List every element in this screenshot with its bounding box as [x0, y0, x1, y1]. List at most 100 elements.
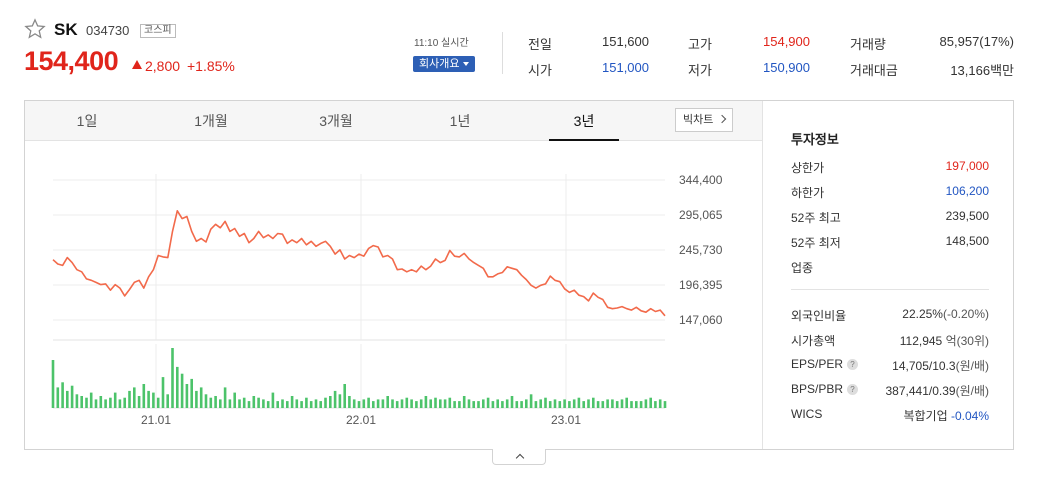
volume-bar — [395, 401, 399, 408]
wics-value[interactable]: 복합기업 -0.04% — [903, 407, 989, 424]
volume-bar — [553, 399, 557, 408]
wics-sector: 복합기업 — [903, 409, 948, 423]
tab-1day[interactable]: 1일 — [76, 113, 98, 129]
volume-bar — [515, 401, 519, 408]
volume-bar — [309, 401, 313, 408]
volume-bar — [458, 401, 461, 408]
volume-bar — [357, 401, 361, 408]
collapse-button[interactable] — [492, 449, 546, 465]
volume-bar — [123, 397, 126, 408]
mcap-value: 112,945 억(30위) — [900, 332, 989, 349]
y-tick-label: 196,395 — [679, 278, 723, 292]
volume-bar — [606, 399, 609, 408]
volume-bar — [180, 373, 184, 408]
volume-bar — [620, 399, 624, 408]
volume-bar — [534, 401, 538, 408]
volume-bar — [228, 399, 232, 408]
volume-bar — [462, 396, 466, 408]
volume-bar — [577, 397, 581, 408]
info-row-wics: WICS 복합기업 -0.04% — [791, 407, 989, 425]
volume-bar — [262, 399, 265, 408]
tab-1year[interactable]: 1년 — [449, 113, 471, 129]
stock-header: SK 034730 코스피 154,400 2,800 +1.85% 11:10… — [24, 14, 1014, 84]
caret-down-icon — [463, 62, 470, 67]
volume-bar — [56, 387, 60, 408]
info-row-sector: 업종 — [791, 259, 989, 277]
volume-bar — [386, 396, 389, 408]
bps-amount: 387,441/0.39 — [885, 384, 956, 398]
up-arrow-icon — [132, 60, 142, 69]
volume-bar — [376, 399, 380, 408]
volume-bar — [333, 390, 337, 408]
quote-open-label: 시가 — [528, 63, 552, 78]
bps-label: BPS/PBR — [791, 382, 844, 396]
volume-bar — [104, 399, 107, 408]
quote-prev-label: 전일 — [528, 37, 552, 52]
volume-bar — [152, 392, 155, 408]
volume-bar — [286, 401, 289, 408]
company-overview-label: 회사개요 — [419, 58, 460, 70]
quote-prev: 151,600 — [602, 34, 649, 49]
volume-bar — [300, 401, 303, 408]
upper-limit-value: 197,000 — [945, 159, 989, 173]
tab-1month[interactable]: 1개월 — [194, 113, 228, 129]
volume-bar — [219, 399, 222, 408]
x-tick-label: 23.01 — [551, 413, 581, 427]
volume-bar — [271, 392, 275, 408]
volume-bar — [209, 397, 213, 408]
quote-high-label: 고가 — [688, 37, 712, 52]
volume-bar — [649, 397, 652, 408]
volume-bar — [429, 399, 432, 408]
low52-value: 148,500 — [945, 234, 989, 248]
lower-limit-value: 106,200 — [945, 184, 989, 198]
quote-amount-label: 거래대금 — [850, 63, 898, 78]
y-tick-label: 344,400 — [679, 173, 723, 187]
info-row-eps: EPS/PER? 14,705/10.3(원/배) — [791, 357, 989, 375]
company-overview-button[interactable]: 회사개요 — [413, 56, 476, 72]
volume-bar — [419, 399, 423, 408]
chevron-right-icon — [717, 114, 727, 124]
volume-bar — [113, 392, 117, 408]
volume-bar — [70, 385, 74, 408]
volume-bar — [568, 401, 571, 408]
volume-bar — [161, 377, 165, 408]
volume-bar — [611, 399, 614, 408]
eps-label-wrap: EPS/PER? — [791, 357, 859, 371]
help-icon[interactable]: ? — [847, 384, 859, 395]
bigchart-label: 빅차트 — [683, 114, 714, 126]
tab-3month[interactable]: 3개월 — [319, 113, 353, 129]
foreign-ratio: 22.25% — [902, 307, 943, 321]
info-title: 투자정보 — [791, 132, 839, 147]
quote-volume: 85,957(17%) — [939, 34, 1014, 49]
y-tick-label: 295,065 — [679, 208, 723, 222]
help-icon[interactable]: ? — [847, 359, 859, 370]
divider — [502, 32, 503, 74]
foreign-value: 22.25%(-0.20%) — [902, 307, 989, 321]
star-icon[interactable] — [24, 18, 46, 40]
x-tick-label: 21.01 — [141, 413, 171, 427]
volume-bar — [281, 399, 284, 408]
wics-change: -0.04% — [950, 409, 989, 423]
volume-bar — [233, 392, 236, 408]
volume-bar — [663, 401, 667, 408]
tab-3year[interactable]: 3년 — [549, 101, 619, 141]
volume-bar — [525, 399, 528, 408]
y-tick-label: 245,730 — [679, 243, 723, 257]
high52-value: 239,500 — [945, 209, 989, 223]
volume-bar — [625, 397, 628, 408]
price-chart: 147,060 196,395 245,730 295,065 344,400 21.01… — [51, 173, 723, 427]
volume-bar — [266, 401, 270, 408]
bigchart-button[interactable]: 빅차트 — [675, 108, 733, 132]
volume-bar — [587, 399, 590, 408]
volume-bar — [405, 397, 409, 408]
volume-bar — [544, 397, 547, 408]
mcap-unit: 억(30위) — [945, 334, 989, 348]
sector-label[interactable]: 업종 — [791, 261, 814, 275]
volume-bar — [133, 387, 136, 408]
volume-bar — [496, 399, 499, 408]
volume-bar — [190, 378, 193, 408]
bps-value: 387,441/0.39(원/배) — [886, 382, 990, 399]
foreign-label: 외국인비율 — [791, 309, 847, 323]
high52-label: 52주 최고 — [791, 211, 841, 225]
volume-bar — [89, 392, 93, 408]
